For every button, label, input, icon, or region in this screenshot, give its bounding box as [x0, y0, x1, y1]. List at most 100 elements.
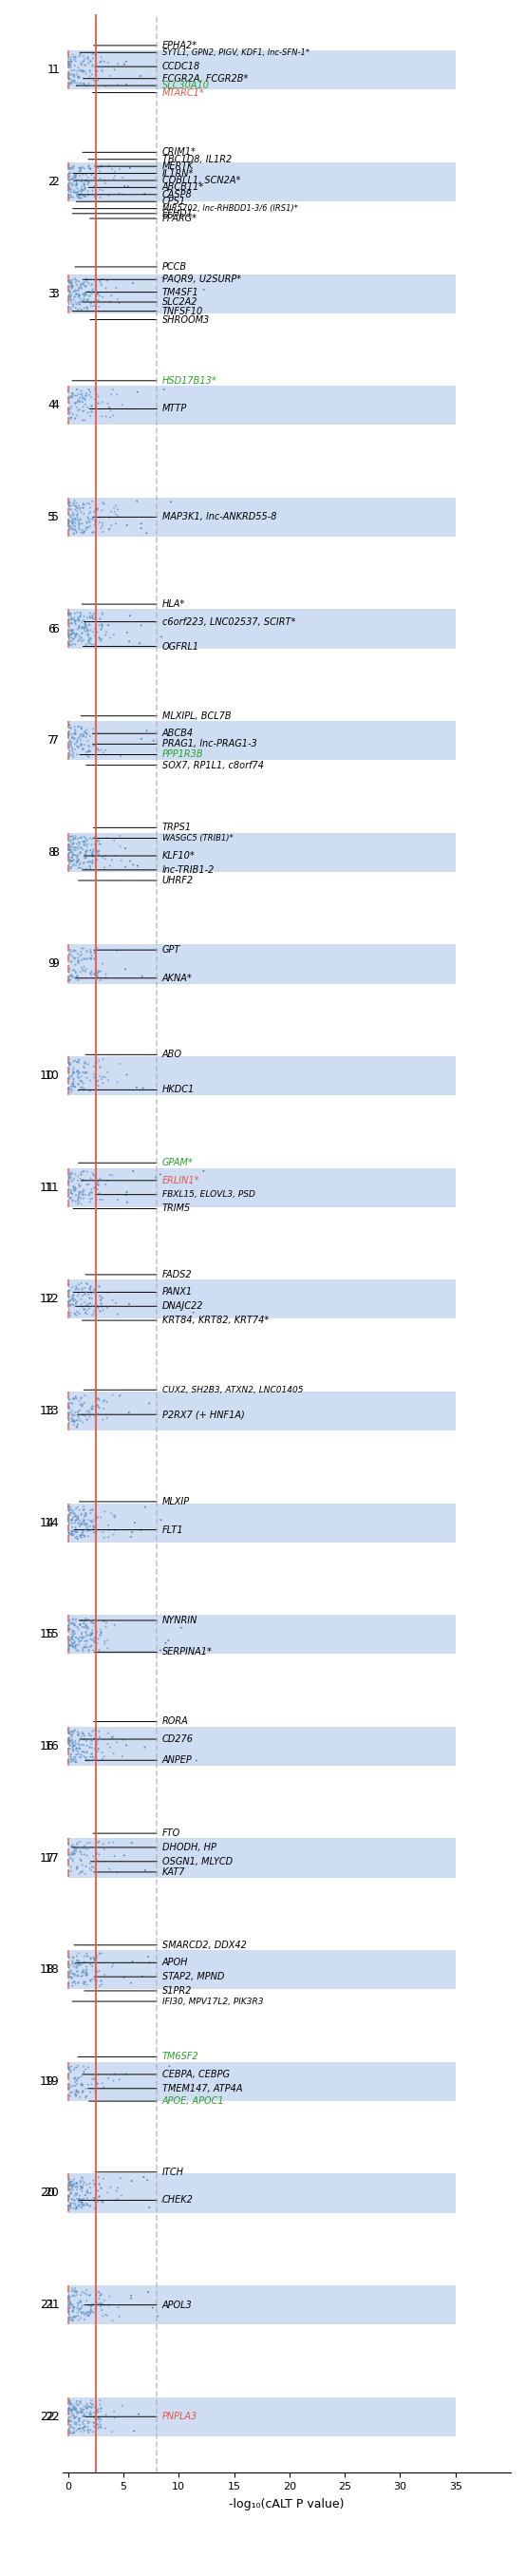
Point — [79, 2071, 87, 2112]
Point — [68, 1383, 77, 1425]
Point — [68, 2166, 77, 2208]
Point — [74, 835, 82, 876]
Point — [64, 2285, 72, 2326]
Point — [77, 2391, 86, 2432]
Point — [68, 1401, 76, 1443]
Point — [99, 1278, 107, 1319]
Point — [91, 2071, 99, 2112]
Point — [77, 2184, 86, 2226]
Point — [66, 2184, 74, 2226]
Point — [101, 162, 109, 204]
Point — [106, 386, 114, 428]
Point — [68, 265, 77, 307]
Point — [95, 1716, 103, 1757]
Point — [66, 822, 75, 863]
Point — [78, 729, 87, 770]
Point — [69, 1399, 78, 1440]
Point — [86, 840, 94, 881]
Point — [84, 623, 92, 665]
Point — [73, 1280, 81, 1321]
Point — [68, 1054, 77, 1095]
Point — [72, 2179, 81, 2221]
Point — [78, 1386, 86, 1427]
Point — [71, 155, 79, 196]
Point — [89, 842, 97, 884]
Text: APOL3: APOL3 — [85, 2300, 192, 2311]
Point — [108, 840, 116, 881]
FancyBboxPatch shape — [68, 2285, 455, 2324]
Point — [95, 824, 103, 866]
Point — [92, 734, 101, 775]
Point — [76, 147, 84, 188]
Point — [85, 2275, 93, 2316]
Point — [65, 1280, 73, 1321]
Point — [73, 1847, 81, 1888]
Point — [68, 613, 76, 654]
Point — [82, 2385, 91, 2427]
Point — [76, 1605, 84, 1646]
Point — [115, 2295, 123, 2336]
Point — [69, 2287, 78, 2329]
Point — [66, 1293, 75, 1334]
Point — [110, 1510, 119, 1551]
Point — [68, 1502, 76, 1543]
Point — [80, 817, 88, 858]
Point — [76, 1164, 85, 1206]
Point — [99, 2295, 107, 2336]
Point — [77, 827, 85, 868]
Point — [80, 1288, 88, 1329]
Point — [78, 603, 86, 644]
Point — [71, 1947, 80, 1989]
Point — [66, 152, 75, 193]
Point — [82, 1605, 90, 1646]
Point — [81, 1291, 90, 1332]
Point — [67, 1734, 75, 1775]
Point — [133, 371, 142, 412]
Point — [77, 178, 86, 219]
Point — [86, 2275, 94, 2316]
Point — [79, 1499, 88, 1540]
Point — [86, 2184, 94, 2226]
Point — [79, 41, 88, 82]
Point — [68, 1718, 76, 1759]
Point — [71, 603, 80, 644]
Point — [140, 2156, 148, 2197]
Point — [64, 2275, 72, 2316]
Point — [80, 1723, 88, 1765]
Point — [166, 482, 175, 523]
Point — [99, 2182, 107, 2223]
Point — [78, 2409, 87, 2450]
Text: CCDC18: CCDC18 — [95, 62, 201, 72]
Point — [71, 1391, 80, 1432]
Point — [89, 840, 97, 881]
Point — [87, 2383, 95, 2424]
Text: TMEM147, ATP4A: TMEM147, ATP4A — [88, 2084, 243, 2094]
Point — [65, 1492, 74, 1533]
Point — [93, 1378, 101, 1419]
Point — [71, 505, 79, 546]
Point — [73, 368, 81, 410]
Point — [82, 54, 90, 95]
Point — [86, 502, 94, 544]
Point — [75, 1041, 83, 1082]
Point — [72, 2174, 81, 2215]
Point — [95, 1834, 103, 1875]
Point — [66, 2187, 75, 2228]
Point — [70, 716, 78, 757]
Point — [74, 933, 82, 974]
Point — [67, 840, 75, 881]
Point — [80, 147, 89, 188]
Point — [79, 510, 88, 551]
Point — [77, 1839, 85, 1880]
Point — [67, 848, 75, 889]
Point — [81, 1280, 89, 1321]
Point — [70, 1710, 79, 1752]
Point — [77, 2282, 85, 2324]
Point — [67, 953, 76, 994]
Point — [74, 1157, 82, 1198]
Point — [108, 1280, 117, 1321]
Point — [85, 44, 93, 85]
Text: APOE, APOC1: APOE, APOC1 — [89, 2097, 225, 2107]
Point — [76, 842, 85, 884]
Text: PCCB: PCCB — [75, 263, 187, 270]
